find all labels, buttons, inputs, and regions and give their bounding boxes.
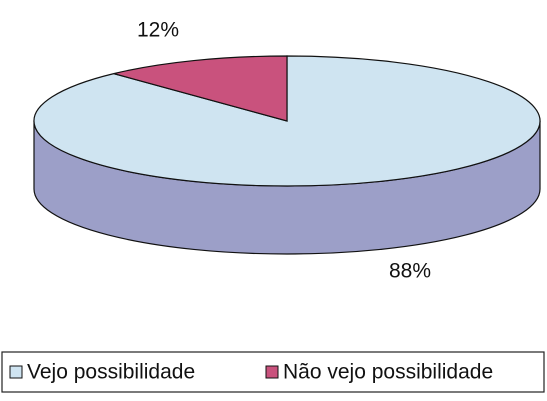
legend-swatch [265,365,279,379]
legend: Vejo possibilidade Não vejo possibilidade [9,361,493,384]
legend-label: Não vejo possibilidade [283,361,493,384]
legend-label: Vejo possibilidade [27,361,195,384]
legend-swatch [9,365,23,379]
pie [33,55,541,255]
slice-label: 88% [389,260,431,283]
slice [113,55,288,122]
slice-label: 12% [137,19,179,42]
